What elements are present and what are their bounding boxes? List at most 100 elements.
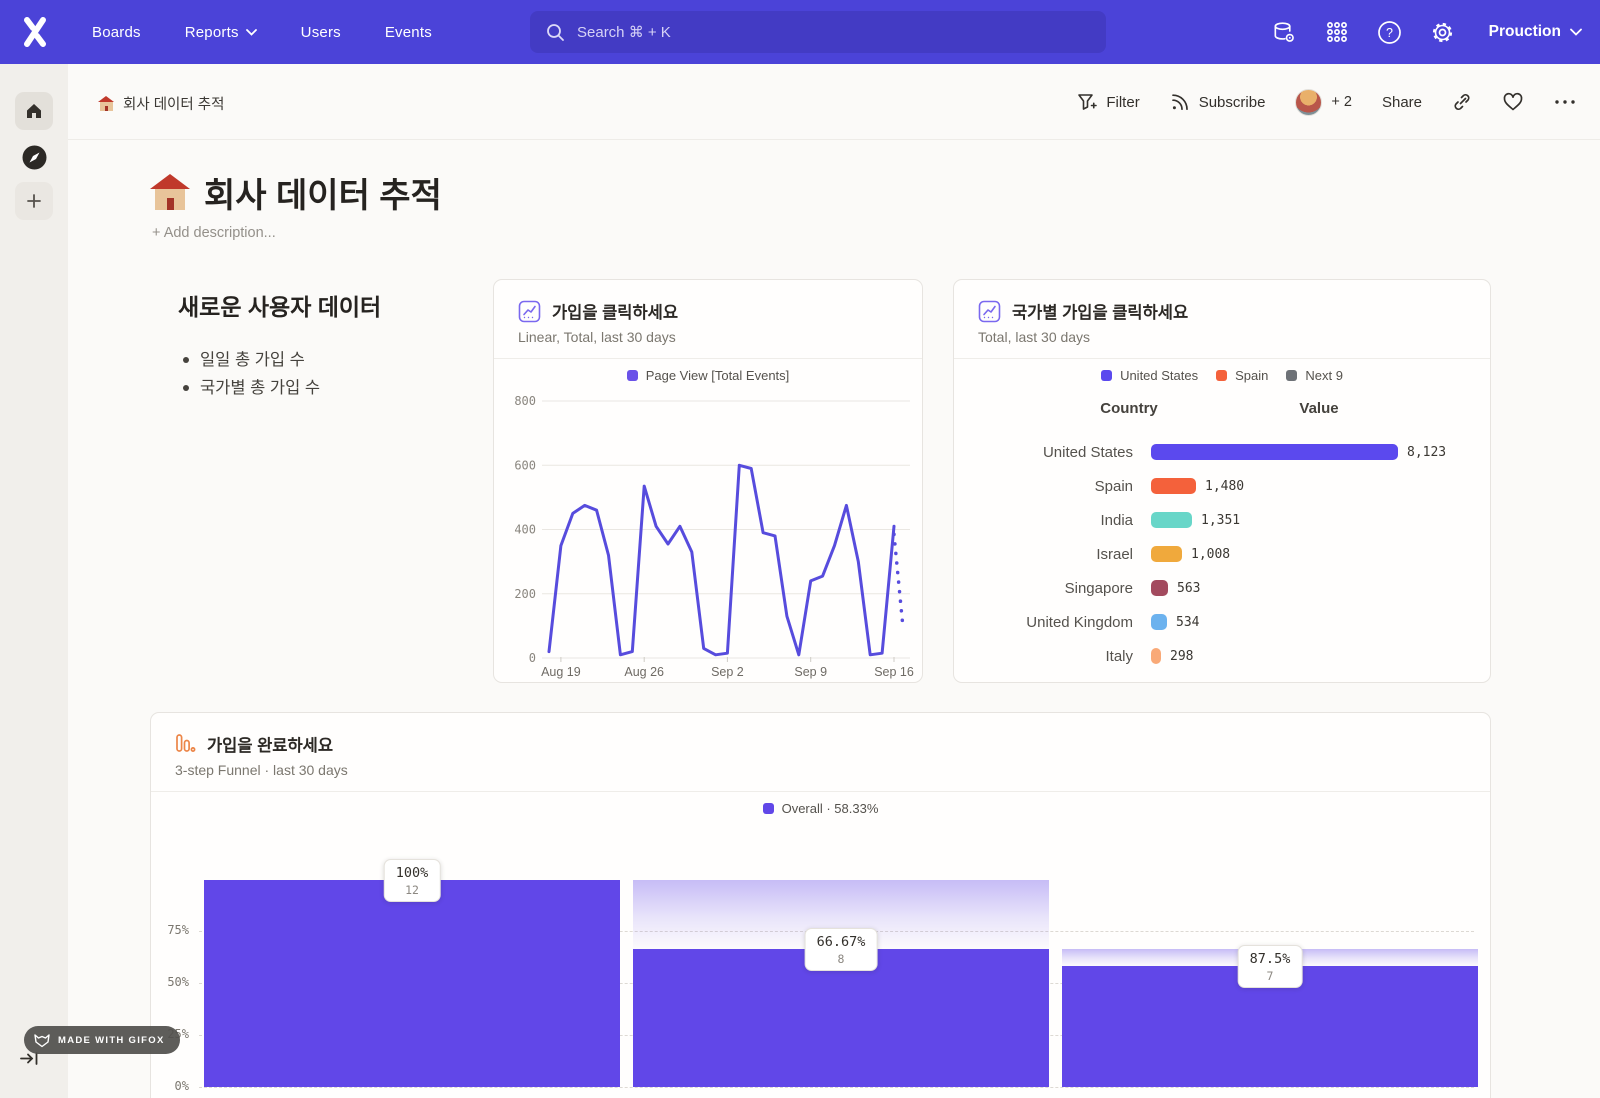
funnel-step-label: 66.67% 8 bbox=[804, 928, 878, 971]
country-value: 534 bbox=[1176, 614, 1200, 630]
svg-text:400: 400 bbox=[514, 523, 536, 537]
legend-color-chip bbox=[1101, 370, 1113, 381]
subscribe-label: Subscribe bbox=[1198, 93, 1266, 111]
line-chart: 0 200 400 600 800 Aug 19 Aug 26 Sep 2 Sep 9 Sep 1… bbox=[514, 394, 914, 679]
divider bbox=[494, 358, 922, 359]
project-name: Prouction bbox=[1488, 23, 1561, 40]
add-description-button[interactable]: + Add description... bbox=[152, 225, 276, 241]
favorite-button[interactable] bbox=[1502, 92, 1524, 112]
table-row[interactable]: Singapore 563 bbox=[954, 571, 1490, 605]
project-selector[interactable]: Prouction bbox=[1489, 23, 1582, 41]
add-board-button[interactable] bbox=[15, 182, 53, 220]
line-chart-card: 가입을 클릭하세요 Linear, Total, last 30 days Pa… bbox=[493, 279, 923, 683]
copy-link-button[interactable] bbox=[1452, 92, 1472, 112]
gear-icon[interactable] bbox=[1430, 19, 1456, 45]
card-title[interactable]: 국가별 가입을 클릭하세요 bbox=[1012, 304, 1189, 322]
column-header-country: Country bbox=[1100, 400, 1158, 417]
filter-button[interactable]: Filter bbox=[1077, 93, 1140, 112]
card-title[interactable]: 가입을 클릭하세요 bbox=[552, 304, 679, 322]
country-table: United States 8,123 Spain 1,480 India 1,351 Is… bbox=[954, 435, 1490, 683]
expand-sidebar-button[interactable] bbox=[20, 1050, 39, 1072]
navbar-right: ? Prouction bbox=[1271, 0, 1582, 64]
list-item: 일일 총 가입 수 bbox=[178, 346, 478, 374]
country-bar bbox=[1151, 512, 1192, 528]
country-value: 1,480 bbox=[1205, 478, 1245, 494]
house-icon bbox=[98, 95, 115, 112]
breadcrumb[interactable]: 회사 데이터 추적 bbox=[98, 93, 224, 114]
nav-events[interactable]: Events bbox=[385, 24, 432, 41]
country-label: Italy bbox=[1105, 647, 1133, 665]
gifox-badge[interactable]: MADE WITH GIFOX bbox=[24, 1026, 180, 1054]
share-label: Share bbox=[1381, 93, 1422, 111]
nav-events-label: Events bbox=[384, 23, 432, 41]
subscribe-button[interactable]: Subscribe bbox=[1170, 92, 1266, 112]
table-row-clipped bbox=[954, 673, 1490, 683]
legend-label: Overall · 58.33% bbox=[781, 801, 879, 816]
collaborators[interactable]: + 2 bbox=[1295, 88, 1352, 116]
nav-boards[interactable]: Boards bbox=[92, 24, 141, 41]
table-row[interactable]: Spain 1,480 bbox=[954, 469, 1490, 503]
country-bar bbox=[1151, 682, 1159, 683]
gifox-label: MADE WITH GIFOX bbox=[58, 1034, 165, 1046]
funnel-chart-card: 가입을 완료하세요 3-step Funnel · last 30 days O… bbox=[150, 712, 1491, 1098]
country-chart-card: 국가별 가입을 클릭하세요 Total, last 30 days United… bbox=[953, 279, 1491, 683]
table-row[interactable]: United Kingdom 534 bbox=[954, 605, 1490, 639]
nav-reports[interactable]: Reports bbox=[185, 24, 257, 41]
table-row[interactable]: India 1,351 bbox=[954, 503, 1490, 537]
legend-item[interactable]: United States bbox=[1101, 368, 1198, 383]
legend-item[interactable]: Next 9 bbox=[1286, 368, 1343, 383]
fox-icon bbox=[34, 1033, 50, 1047]
funnel-step-label: 87.5% 7 bbox=[1237, 945, 1303, 989]
country-bar bbox=[1151, 546, 1182, 562]
page-title[interactable]: 회사 데이터 추적 bbox=[150, 168, 442, 217]
svg-text:Sep 9: Sep 9 bbox=[794, 665, 827, 679]
legend: Page View [Total Events] bbox=[494, 368, 922, 383]
y-axis-tick: 50% bbox=[167, 975, 189, 989]
rss-icon bbox=[1171, 94, 1188, 111]
legend-item[interactable]: Spain bbox=[1216, 368, 1268, 383]
table-row[interactable]: United States 8,123 bbox=[954, 435, 1490, 469]
legend-label: Next 9 bbox=[1305, 368, 1343, 383]
funnel-step-count: 8 bbox=[837, 951, 845, 966]
table-row[interactable]: Italy 298 bbox=[954, 639, 1490, 673]
svg-text:Sep 2: Sep 2 bbox=[711, 665, 744, 679]
legend-item[interactable]: Page View [Total Events] bbox=[626, 368, 789, 383]
y-axis-tick: 75% bbox=[167, 923, 189, 937]
compass-icon bbox=[22, 145, 46, 169]
funnel-step-label: 100% 12 bbox=[383, 859, 441, 902]
table-row[interactable]: Israel 1,008 bbox=[954, 537, 1490, 571]
discover-button[interactable] bbox=[15, 138, 53, 176]
country-label: Singapore bbox=[1064, 579, 1133, 597]
share-button[interactable]: Share bbox=[1382, 94, 1422, 111]
country-bar bbox=[1151, 444, 1398, 460]
svg-text:Sep 16: Sep 16 bbox=[874, 665, 914, 679]
more-options-button[interactable] bbox=[1554, 99, 1576, 105]
country-label: Israel bbox=[1096, 545, 1133, 563]
svg-text:Aug 19: Aug 19 bbox=[541, 665, 581, 679]
help-icon[interactable]: ? bbox=[1377, 19, 1403, 45]
search-input[interactable]: Search ⌘ + K bbox=[530, 11, 1106, 53]
search-placeholder: Search ⌘ + K bbox=[577, 24, 671, 41]
card-title[interactable]: 가입을 완료하세요 bbox=[207, 737, 334, 755]
plus-icon bbox=[27, 194, 41, 208]
card-subtitle: 3-step Funnel · last 30 days bbox=[175, 762, 348, 778]
apps-grid-icon[interactable] bbox=[1324, 19, 1350, 45]
breadcrumb-label: 회사 데이터 추적 bbox=[123, 97, 225, 113]
nav-users[interactable]: Users bbox=[301, 24, 341, 41]
text-card-list: 일일 총 가입 수 국가별 총 가입 수 bbox=[178, 346, 478, 402]
link-icon bbox=[1454, 93, 1470, 111]
country-label: India bbox=[1100, 511, 1133, 529]
funnel-step-count: 7 bbox=[1266, 969, 1274, 984]
country-value: 298 bbox=[1170, 648, 1194, 664]
mixpanel-logo[interactable] bbox=[18, 15, 52, 49]
data-management-icon[interactable] bbox=[1271, 19, 1297, 45]
legend: Overall · 58.33% bbox=[151, 801, 1490, 816]
legend-item[interactable]: Overall · 58.33% bbox=[762, 801, 879, 816]
svg-text:200: 200 bbox=[514, 587, 536, 601]
svg-text:?: ? bbox=[1386, 26, 1393, 40]
search-icon bbox=[547, 23, 564, 41]
home-button[interactable] bbox=[15, 92, 53, 130]
svg-text:800: 800 bbox=[514, 394, 536, 408]
country-value: 8,123 bbox=[1407, 444, 1447, 460]
